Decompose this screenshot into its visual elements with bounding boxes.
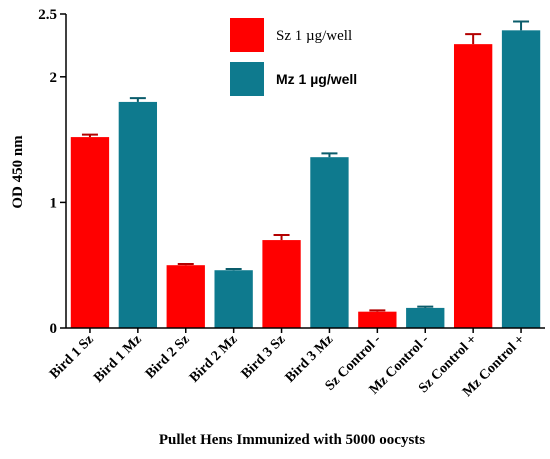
bar-mz-control xyxy=(406,307,445,328)
legend-swatch xyxy=(230,18,264,52)
y-axis-ticks: 0 1 2 2.5 xyxy=(38,7,66,337)
error-bar xyxy=(177,262,194,266)
y-tick-label: 2.5 xyxy=(38,7,57,23)
bar-sz-control xyxy=(453,44,493,328)
bar-bird-1-mz xyxy=(118,101,158,328)
bar-mz-control xyxy=(501,30,541,328)
x-tick-label: Bird 3 Sz xyxy=(239,332,289,382)
error-bar xyxy=(129,97,146,102)
x-tick-label: Bird 2 Mz xyxy=(187,332,240,385)
legend-label: Mz 1 µg/well xyxy=(276,71,357,87)
error-bar xyxy=(321,152,338,158)
legend-label: Sz 1 µg/well xyxy=(276,28,352,44)
error-bar xyxy=(81,133,98,138)
bar-bird-3-mz xyxy=(310,157,349,328)
y-tick-label: 2 xyxy=(50,70,58,86)
x-tick-label: Bird 1 Mz xyxy=(91,332,144,385)
error-bar xyxy=(225,267,242,271)
legend: Sz 1 µg/well Mz 1 µg/well xyxy=(230,18,357,96)
y-tick-label: 0 xyxy=(50,321,58,337)
x-tick-label: Bird 2 Sz xyxy=(143,332,193,382)
error-bar xyxy=(417,305,434,308)
error-bar xyxy=(369,309,386,312)
error-bar xyxy=(273,234,290,241)
error-bar xyxy=(465,33,482,45)
bar-bird-2-sz xyxy=(166,265,205,328)
bar-bird-1-sz xyxy=(70,137,110,328)
x-axis-title: Pullet Hens Immunized with 5000 oocysts xyxy=(159,432,425,448)
y-tick-label: 1 xyxy=(50,195,58,211)
plot-area xyxy=(70,20,541,328)
bar-sz-control xyxy=(358,311,397,328)
bar-bird-2-mz xyxy=(214,270,253,328)
legend-swatch xyxy=(230,62,264,96)
x-tick-label: Bird 1 Sz xyxy=(47,332,97,382)
error-bar xyxy=(513,20,530,31)
y-axis-title: OD 450 nm xyxy=(10,135,26,209)
bar-bird-3-sz xyxy=(262,240,301,328)
